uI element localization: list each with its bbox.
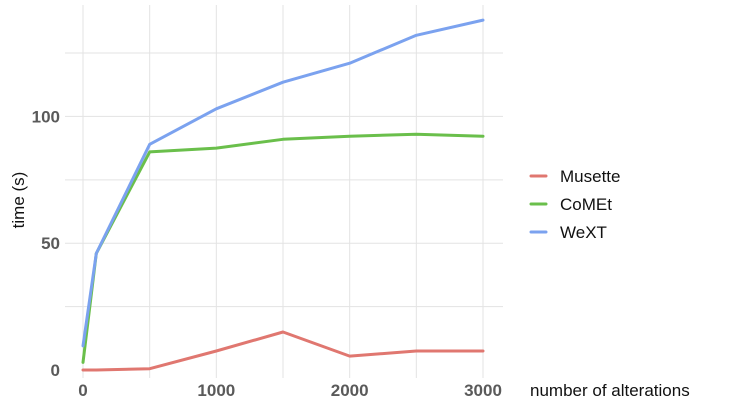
y-tick-label: 0 <box>51 361 60 380</box>
legend: Musette CoMEt WeXT <box>529 167 620 242</box>
y-tick-label: 100 <box>32 107 60 126</box>
series-line-musette <box>81 330 485 372</box>
x-axis-title: number of alterations <box>530 381 690 400</box>
legend-label-wext: WeXT <box>560 223 607 242</box>
legend-label-musette: Musette <box>560 167 620 186</box>
grid-lines <box>65 5 503 378</box>
y-tick-label: 50 <box>41 234 60 253</box>
y-tick-labels: 0 50 100 <box>32 107 60 380</box>
x-tick-label: 3000 <box>464 381 502 400</box>
y-axis-title: time (s) <box>9 172 28 229</box>
x-tick-label: 1000 <box>197 381 235 400</box>
x-tick-label: 2000 <box>331 381 369 400</box>
x-tick-label: 0 <box>78 381 87 400</box>
series-lines <box>81 18 485 372</box>
legend-label-comet: CoMEt <box>560 195 612 214</box>
x-tick-labels: 0 1000 2000 3000 <box>78 381 502 400</box>
series-line-wext <box>81 18 485 348</box>
